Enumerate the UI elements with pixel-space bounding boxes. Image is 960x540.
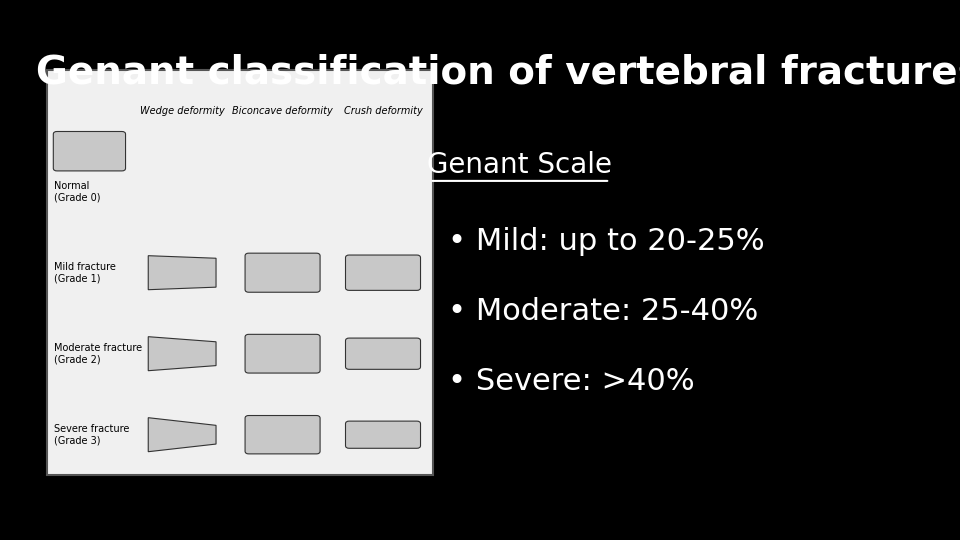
Text: Mild fracture
(Grade 1): Mild fracture (Grade 1) — [54, 262, 116, 284]
Text: • Mild: up to 20-25%: • Mild: up to 20-25% — [447, 227, 764, 256]
Polygon shape — [148, 337, 216, 370]
Polygon shape — [148, 418, 216, 451]
Text: Normal
(Grade 0): Normal (Grade 0) — [54, 181, 101, 202]
FancyBboxPatch shape — [346, 421, 420, 448]
Polygon shape — [148, 255, 216, 289]
FancyBboxPatch shape — [346, 338, 420, 369]
Text: • Severe: >40%: • Severe: >40% — [447, 367, 694, 396]
FancyBboxPatch shape — [245, 415, 320, 454]
Text: Crush deformity: Crush deformity — [344, 106, 422, 116]
Text: • Moderate: 25-40%: • Moderate: 25-40% — [447, 297, 758, 326]
FancyBboxPatch shape — [54, 131, 126, 171]
Text: Severe fracture
(Grade 3): Severe fracture (Grade 3) — [54, 424, 130, 446]
FancyBboxPatch shape — [245, 253, 320, 292]
Text: Wedge deformity: Wedge deformity — [140, 106, 225, 116]
FancyBboxPatch shape — [245, 334, 320, 373]
Text: Moderate fracture
(Grade 2): Moderate fracture (Grade 2) — [54, 343, 142, 364]
Text: Biconcave deformity: Biconcave deformity — [232, 106, 333, 116]
FancyBboxPatch shape — [346, 255, 420, 291]
Text: Genant Scale: Genant Scale — [427, 151, 612, 179]
Text: Genant classification of vertebral fractures: Genant classification of vertebral fract… — [36, 54, 960, 92]
FancyBboxPatch shape — [47, 70, 433, 475]
